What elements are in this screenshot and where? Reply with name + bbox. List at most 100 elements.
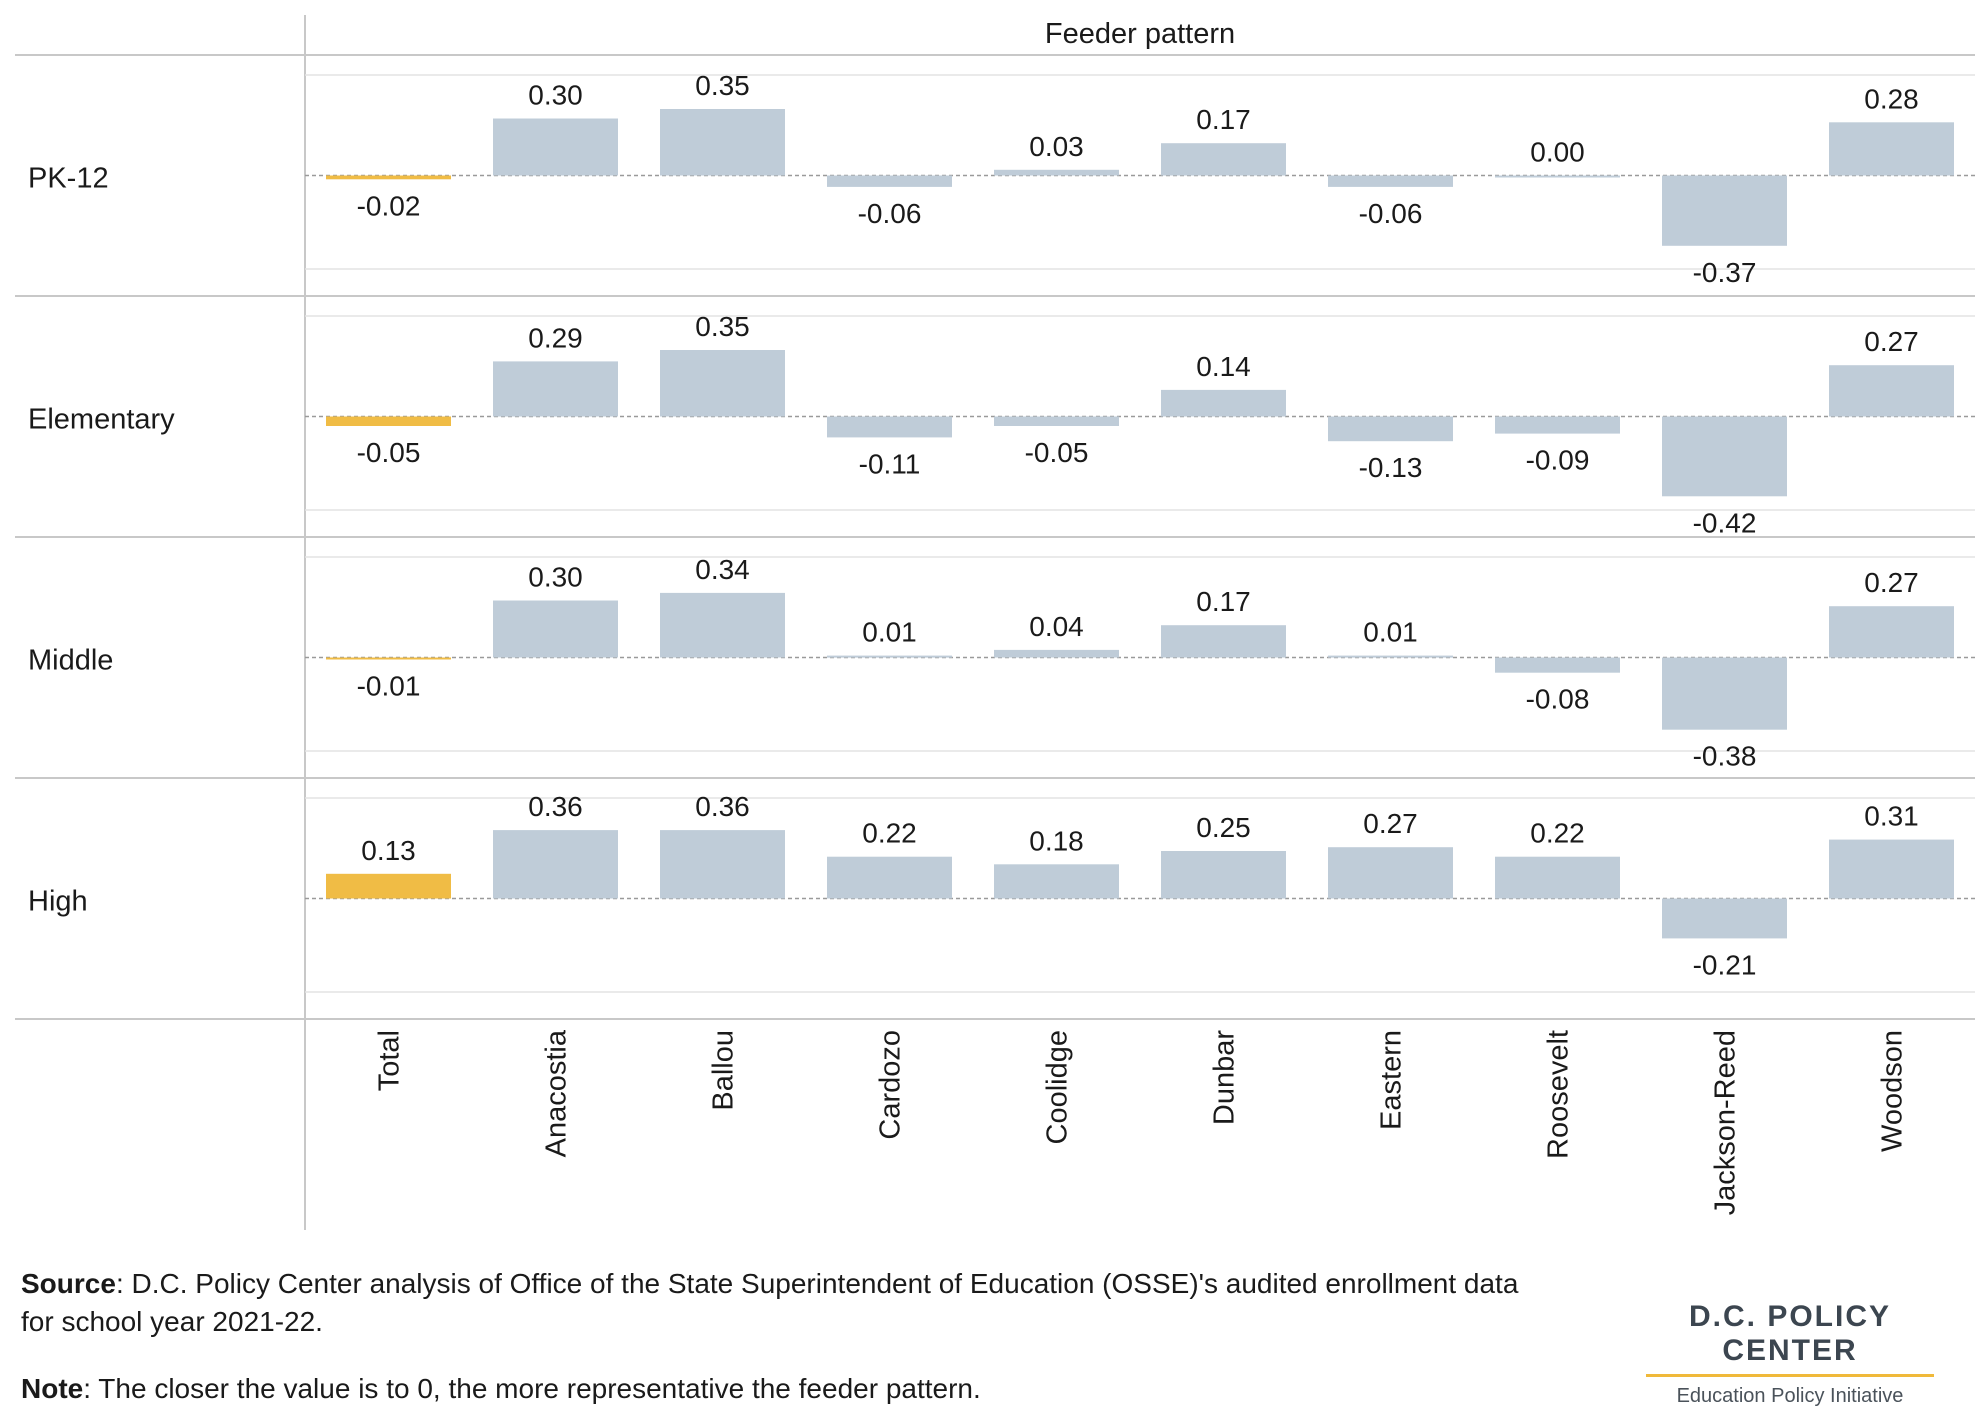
data-label: 0.35	[695, 311, 750, 342]
data-label: -0.11	[859, 448, 921, 479]
bar	[1328, 175, 1453, 187]
data-label: 0.22	[1530, 818, 1585, 849]
data-label: 0.04	[1029, 611, 1084, 642]
data-label: -0.06	[858, 198, 922, 229]
category-label: Eastern	[1376, 1030, 1408, 1130]
data-label: 0.30	[528, 562, 583, 593]
bar	[660, 830, 785, 899]
data-label: 0.14	[1196, 351, 1251, 382]
data-label: -0.06	[1359, 198, 1423, 229]
bar	[827, 655, 952, 658]
bar	[827, 175, 952, 187]
chart: Feeder pattern PK-12 -0.02 0.30 0.35 -0.06 0.0…	[15, 15, 1975, 1230]
data-label: 0.18	[1029, 825, 1084, 856]
bar	[326, 416, 451, 426]
data-label: 0.31	[1864, 801, 1919, 832]
data-label: 0.36	[695, 791, 750, 822]
data-label: -0.05	[1025, 437, 1089, 468]
chart-svg: Feeder pattern PK-12 -0.02 0.30 0.35 -0.06 0.0…	[15, 15, 1975, 1230]
bar	[1161, 143, 1286, 176]
data-label: -0.42	[1693, 507, 1757, 538]
note-label: Note	[21, 1373, 84, 1404]
data-label: -0.05	[357, 437, 421, 468]
bar	[1328, 847, 1453, 899]
bar	[1495, 657, 1620, 673]
bar	[1495, 856, 1620, 899]
logo: D.C. POLICY CENTER Education Policy Init…	[1620, 1300, 1960, 1408]
chart-note: Note: The closer the value is to 0, the …	[21, 1370, 1521, 1408]
data-label: 0.35	[695, 70, 750, 101]
logo-underline	[1646, 1374, 1934, 1377]
source-text: : D.C. Policy Center analysis of Office …	[21, 1268, 1519, 1337]
data-label: 0.13	[361, 835, 416, 866]
data-label: 0.17	[1196, 104, 1251, 135]
chart-title: Feeder pattern	[1045, 18, 1235, 50]
bar	[994, 169, 1119, 176]
data-label: -0.02	[357, 190, 421, 221]
bar	[493, 830, 618, 899]
category-label: Roosevelt	[1543, 1030, 1575, 1159]
bar	[1328, 416, 1453, 442]
category-label: Ballou	[708, 1030, 740, 1111]
data-label: -0.38	[1693, 741, 1757, 772]
bar	[326, 175, 451, 180]
data-label: 0.30	[528, 80, 583, 111]
data-label: 0.01	[862, 617, 917, 648]
data-label: -0.21	[1693, 949, 1757, 980]
bar	[660, 109, 785, 176]
category-label: Anacostia	[541, 1029, 573, 1157]
bar	[994, 416, 1119, 426]
bar	[1829, 839, 1954, 899]
category-label: Total	[374, 1030, 406, 1091]
data-label: -0.09	[1526, 445, 1590, 476]
row-label: Elementary	[28, 404, 175, 436]
bar	[326, 873, 451, 899]
logo-main-text: D.C. POLICY CENTER	[1688, 1300, 1891, 1367]
bar	[493, 600, 618, 658]
data-label: 0.27	[1864, 326, 1919, 357]
data-label: -0.37	[1693, 257, 1757, 288]
bar	[1829, 365, 1954, 417]
bar	[326, 657, 451, 660]
data-label: 0.27	[1363, 808, 1418, 839]
bar	[1161, 625, 1286, 658]
data-label: 0.27	[1864, 567, 1919, 598]
row-label: PK-12	[28, 163, 109, 195]
data-label: 0.22	[862, 818, 917, 849]
data-label: 0.36	[528, 791, 583, 822]
category-label: Cardozo	[875, 1030, 907, 1140]
category-label: Jackson-Reed	[1710, 1030, 1742, 1215]
bar	[660, 592, 785, 658]
bar	[493, 118, 618, 176]
bar	[660, 350, 785, 417]
data-label: 0.03	[1029, 131, 1084, 162]
bar	[493, 361, 618, 417]
source-note: Source: D.C. Policy Center analysis of O…	[21, 1265, 1521, 1341]
data-label: 0.01	[1363, 617, 1418, 648]
bar	[1328, 655, 1453, 658]
category-label: Coolidge	[1042, 1030, 1074, 1144]
bar	[1829, 606, 1954, 658]
data-label: -0.13	[1359, 452, 1423, 483]
bar	[827, 416, 952, 438]
source-label: Source	[21, 1268, 116, 1299]
bar	[1662, 898, 1787, 939]
bar	[1161, 389, 1286, 417]
bar	[1829, 122, 1954, 176]
bar	[1495, 175, 1620, 178]
category-label: Woodson	[1877, 1030, 1909, 1152]
data-label: 0.28	[1864, 83, 1919, 114]
bar	[1662, 657, 1787, 730]
bar	[1662, 175, 1787, 246]
data-label: 0.29	[528, 322, 583, 353]
data-label: -0.01	[357, 670, 421, 701]
bar	[1495, 416, 1620, 434]
bar	[827, 856, 952, 899]
bar	[1161, 851, 1286, 899]
bar	[994, 649, 1119, 658]
bar	[994, 864, 1119, 899]
row-label: Middle	[28, 645, 113, 677]
data-label: 0.34	[695, 554, 750, 585]
bar	[1662, 416, 1787, 497]
data-label: 0.25	[1196, 812, 1251, 843]
